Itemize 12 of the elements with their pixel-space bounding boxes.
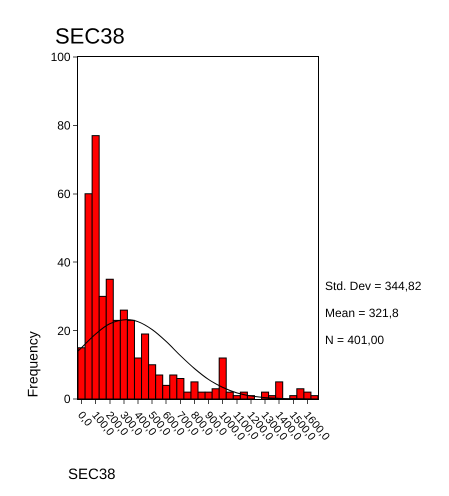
y-tick-label: 80 — [57, 118, 71, 133]
x-axis-title: SEC38 — [68, 466, 116, 483]
y-tick-label: 60 — [57, 187, 71, 201]
y-axis-title: Frequency — [24, 331, 40, 398]
text: Mean = 321,8 — [325, 306, 400, 320]
text: N = 401,00 — [325, 333, 384, 347]
chart-title: SEC38 — [55, 24, 125, 49]
y-tick-label: 0 — [64, 392, 71, 406]
y-tick-label: 20 — [57, 324, 71, 338]
y-tick-label: 40 — [57, 255, 71, 270]
text: Std. Dev = 344,82 — [325, 279, 422, 293]
y-tick-label: 100 — [50, 50, 71, 64]
